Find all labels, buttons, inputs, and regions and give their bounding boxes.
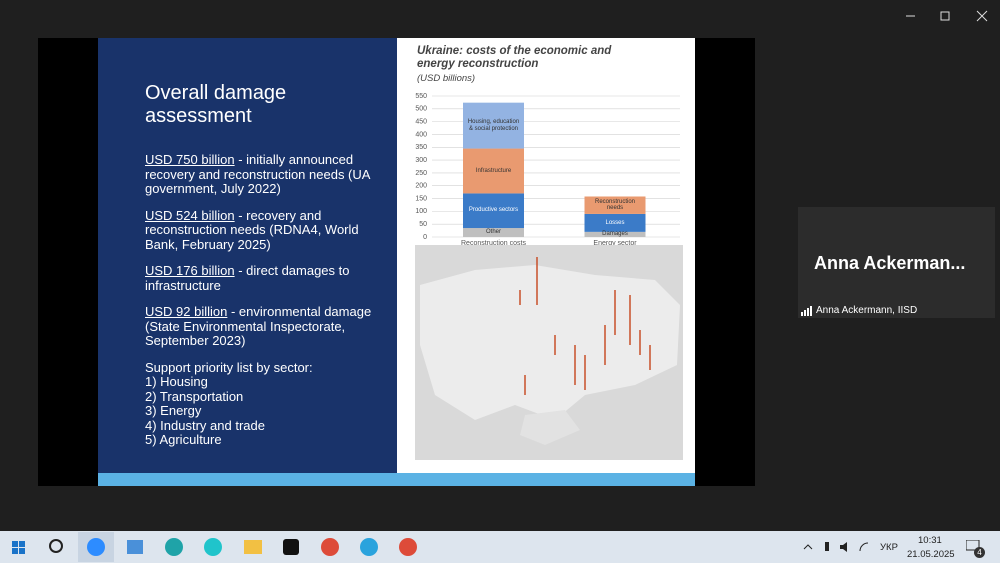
map-spikes [519, 257, 651, 395]
y-tick-label: 400 [415, 131, 427, 138]
bar-segment [584, 231, 646, 237]
segment-label: Reconstruction needs [594, 198, 636, 212]
y-tick-label: 100 [415, 208, 427, 215]
participant-tile[interactable]: Anna Ackerman... Anna Ackermann, IISD [798, 207, 995, 318]
chart-subtitle: (USD billions) [417, 73, 476, 84]
close-button[interactable] [976, 10, 988, 22]
chrome-icon[interactable] [321, 538, 339, 556]
bar-segment [584, 196, 646, 214]
priority-list: Support priority list by sector: 1) Hous… [145, 359, 385, 448]
y-tick-label: 150 [415, 195, 427, 202]
zoom-icon[interactable] [87, 538, 105, 556]
search-button[interactable] [49, 539, 63, 553]
item-link[interactable]: USD 524 billion [145, 207, 235, 223]
language-indicator[interactable]: УКР [880, 542, 898, 553]
chart-svg: 0 50 100 150 200 250 300 350 400 450 500 550 Reconst… [415, 93, 680, 247]
slide-item: USD 524 billion - recovery and reconstru… [145, 207, 385, 253]
slide-left-panel: Overall damage assessment USD 750 billio… [98, 38, 397, 473]
y-tick-label: 450 [415, 118, 427, 125]
priority-heading: Support priority list by sector: [145, 359, 313, 375]
segment-label: Losses [605, 219, 625, 226]
bar-segment [463, 193, 524, 229]
segment-label: Housing, education & social protection [467, 119, 520, 132]
x-tick-label: Energy sector [593, 240, 637, 247]
telegram-icon[interactable] [360, 538, 378, 556]
chart: 0 50 100 150 200 250 300 350 400 450 500 550 Reconst… [397, 38, 695, 253]
start-button[interactable] [12, 541, 25, 554]
y-tick-label: 350 [415, 144, 427, 151]
map-crimea [520, 410, 580, 445]
bar-segment [463, 102, 524, 149]
item-text: - environmental damage (State Environmen… [145, 304, 372, 348]
item-text: - direct damages to infrastructure [145, 263, 350, 293]
damage-map [415, 245, 683, 460]
notification-badge: 4 [974, 547, 985, 558]
signal-icon [801, 306, 812, 316]
priority-item: 1) Housing [145, 374, 208, 389]
slide-item: USD 750 billion - initially announced re… [145, 152, 385, 197]
window-controls [906, 10, 988, 22]
segment-label: Infrastructure [475, 167, 512, 174]
bar-segment [584, 213, 646, 232]
chart-title: Ukraine: costs of the economic and energ… [417, 45, 612, 70]
slide-title: Overall damage assessment [145, 82, 287, 127]
network-icon[interactable] [859, 542, 869, 552]
canva-icon[interactable] [204, 538, 222, 556]
clock-time[interactable]: 10:31 [918, 535, 942, 546]
item-text: - recovery and reconstruction needs (RDN… [145, 207, 359, 252]
participant-tile-name: Anna Ackerman... [814, 253, 966, 273]
participant-label: Anna Ackermann, IISD [816, 305, 918, 316]
explorer-icon[interactable] [244, 540, 262, 554]
segment-label: Damages [602, 231, 628, 238]
chrome-icon[interactable] [399, 538, 417, 556]
y-tick-label: 550 [415, 93, 427, 100]
notification-icon[interactable] [966, 540, 980, 552]
segment-label: Other [485, 229, 501, 236]
y-tick-label: 200 [415, 183, 427, 190]
capcut-icon[interactable] [283, 539, 299, 555]
priority-item: 3) Energy [145, 403, 202, 418]
y-tick-label: 500 [415, 106, 427, 113]
restore-button[interactable] [940, 11, 950, 21]
slide-footer-bar [98, 473, 695, 486]
priority-item: 4) Industry and trade [145, 417, 265, 433]
slide-item: USD 176 billion - direct damages to infr… [145, 263, 385, 293]
y-tick-label: 300 [415, 157, 427, 164]
taskbar-icons [12, 532, 417, 562]
volume-icon[interactable] [840, 542, 847, 552]
y-tick-label: 0 [423, 234, 427, 241]
tray-expand[interactable] [803, 544, 813, 550]
slide-items: USD 750 billion - initially announced re… [145, 152, 385, 448]
bar-segment [463, 228, 524, 237]
priority-item: 2) Transportation [145, 388, 244, 404]
taskbar: УКР 10:31 21.05.2025 4 [0, 531, 1000, 563]
y-tick-label: 250 [415, 170, 427, 177]
item-link[interactable]: USD 176 billion [145, 263, 235, 278]
bar-segment [463, 148, 524, 194]
app-icon[interactable] [127, 540, 143, 554]
priority-item: 5) Agriculture [145, 432, 222, 447]
edge-icon[interactable] [165, 538, 183, 556]
item-link[interactable]: USD 92 billion [145, 304, 228, 319]
slide-item: USD 92 billion - environmental damage (S… [145, 304, 385, 349]
segment-label: Productive sectors [468, 207, 519, 214]
item-list: USD 750 billion - initially announced re… [145, 152, 385, 349]
x-tick-label: Reconstruction costs [461, 240, 526, 247]
mic-icon[interactable] [825, 542, 829, 551]
item-text: - initially announced recovery and recon… [145, 152, 370, 196]
y-tick-label: 50 [419, 221, 427, 228]
tray-icons [803, 542, 869, 552]
clock-date[interactable]: 21.05.2025 [907, 549, 955, 560]
item-link[interactable]: USD 750 billion [145, 152, 235, 167]
